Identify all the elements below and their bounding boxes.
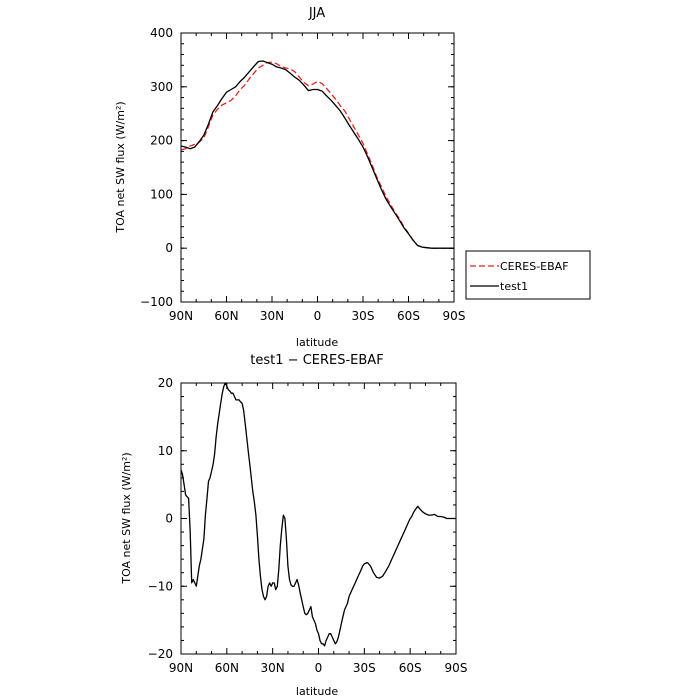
bottom-y-tick-label: 0: [165, 512, 173, 526]
bottom-x-tick-label: 90S: [445, 661, 468, 675]
top-y-axis-title: TOA net SW flux (W/m²): [114, 101, 127, 233]
top-panel-title: JJA: [308, 6, 325, 21]
bottom-y-axis-title: TOA net SW flux (W/m²): [120, 452, 133, 584]
bottom-x-tick-label: 30N: [261, 661, 285, 675]
top-series-layer: [180, 60, 454, 249]
top-x-tick-label: 30N: [260, 309, 284, 323]
bottom-y-tick-label: −20: [148, 647, 173, 661]
bottom-x-tick-label: 60S: [399, 661, 422, 675]
top-y-tick-label: 0: [165, 241, 173, 255]
top-panel: JJA 90N 60N 30N 0 30S 60S 90S −100 0 100 200 300 400…: [114, 6, 591, 349]
top-x-tick-label: 60N: [214, 309, 238, 323]
top-y-tick-label: 200: [150, 134, 173, 148]
legend-label-test1: test1: [500, 280, 528, 293]
bottom-y-tick-label: 20: [158, 376, 173, 390]
top-x-axis-title: latitude: [296, 336, 338, 349]
top-x-tick-label: 90N: [169, 309, 193, 323]
bottom-series-line-difference: [180, 382, 456, 647]
top-legend: CERES-EBAF test1: [465, 250, 591, 300]
bottom-x-tick-label: 30S: [353, 661, 376, 675]
bottom-x-tick-label: 0: [315, 661, 323, 675]
bottom-panel: test1 − CERES-EBAF 90N 60N 30N 0 30S 60S 90S −2…: [120, 353, 467, 698]
bottom-x-tick-label: 60N: [215, 661, 239, 675]
bottom-plot-frame: [180, 382, 457, 655]
bottom-y-tick-label: −10: [148, 579, 173, 593]
top-x-tick-label: 60S: [397, 309, 420, 323]
top-plot-frame: [180, 32, 455, 303]
top-axis-ticks: 90N 60N 30N 0 30S 60S 90S −100 0 100 200 300 400: [140, 26, 465, 323]
bottom-axis-ticks: 90N 60N 30N 0 30S 60S 90S −20 −10 0 10 20: [148, 376, 468, 675]
top-y-tick-label: 400: [150, 26, 173, 40]
top-y-tick-label: 100: [150, 187, 173, 201]
top-x-tick-label: 0: [314, 309, 322, 323]
top-x-tick-label: 30S: [352, 309, 375, 323]
top-y-tick-label: 300: [150, 80, 173, 94]
top-x-tick-label: 90S: [443, 309, 466, 323]
bottom-series-layer: [180, 382, 456, 647]
legend-label-ceres-ebaf: CERES-EBAF: [500, 260, 569, 273]
legend-box: [465, 250, 591, 300]
bottom-panel-title: test1 − CERES-EBAF: [250, 353, 383, 368]
top-series-line-test1: [180, 60, 454, 249]
bottom-x-axis-title: latitude: [296, 685, 338, 698]
bottom-x-tick-label: 90N: [169, 661, 193, 675]
bottom-y-tick-label: 10: [158, 444, 173, 458]
top-y-tick-label: −100: [140, 295, 173, 309]
